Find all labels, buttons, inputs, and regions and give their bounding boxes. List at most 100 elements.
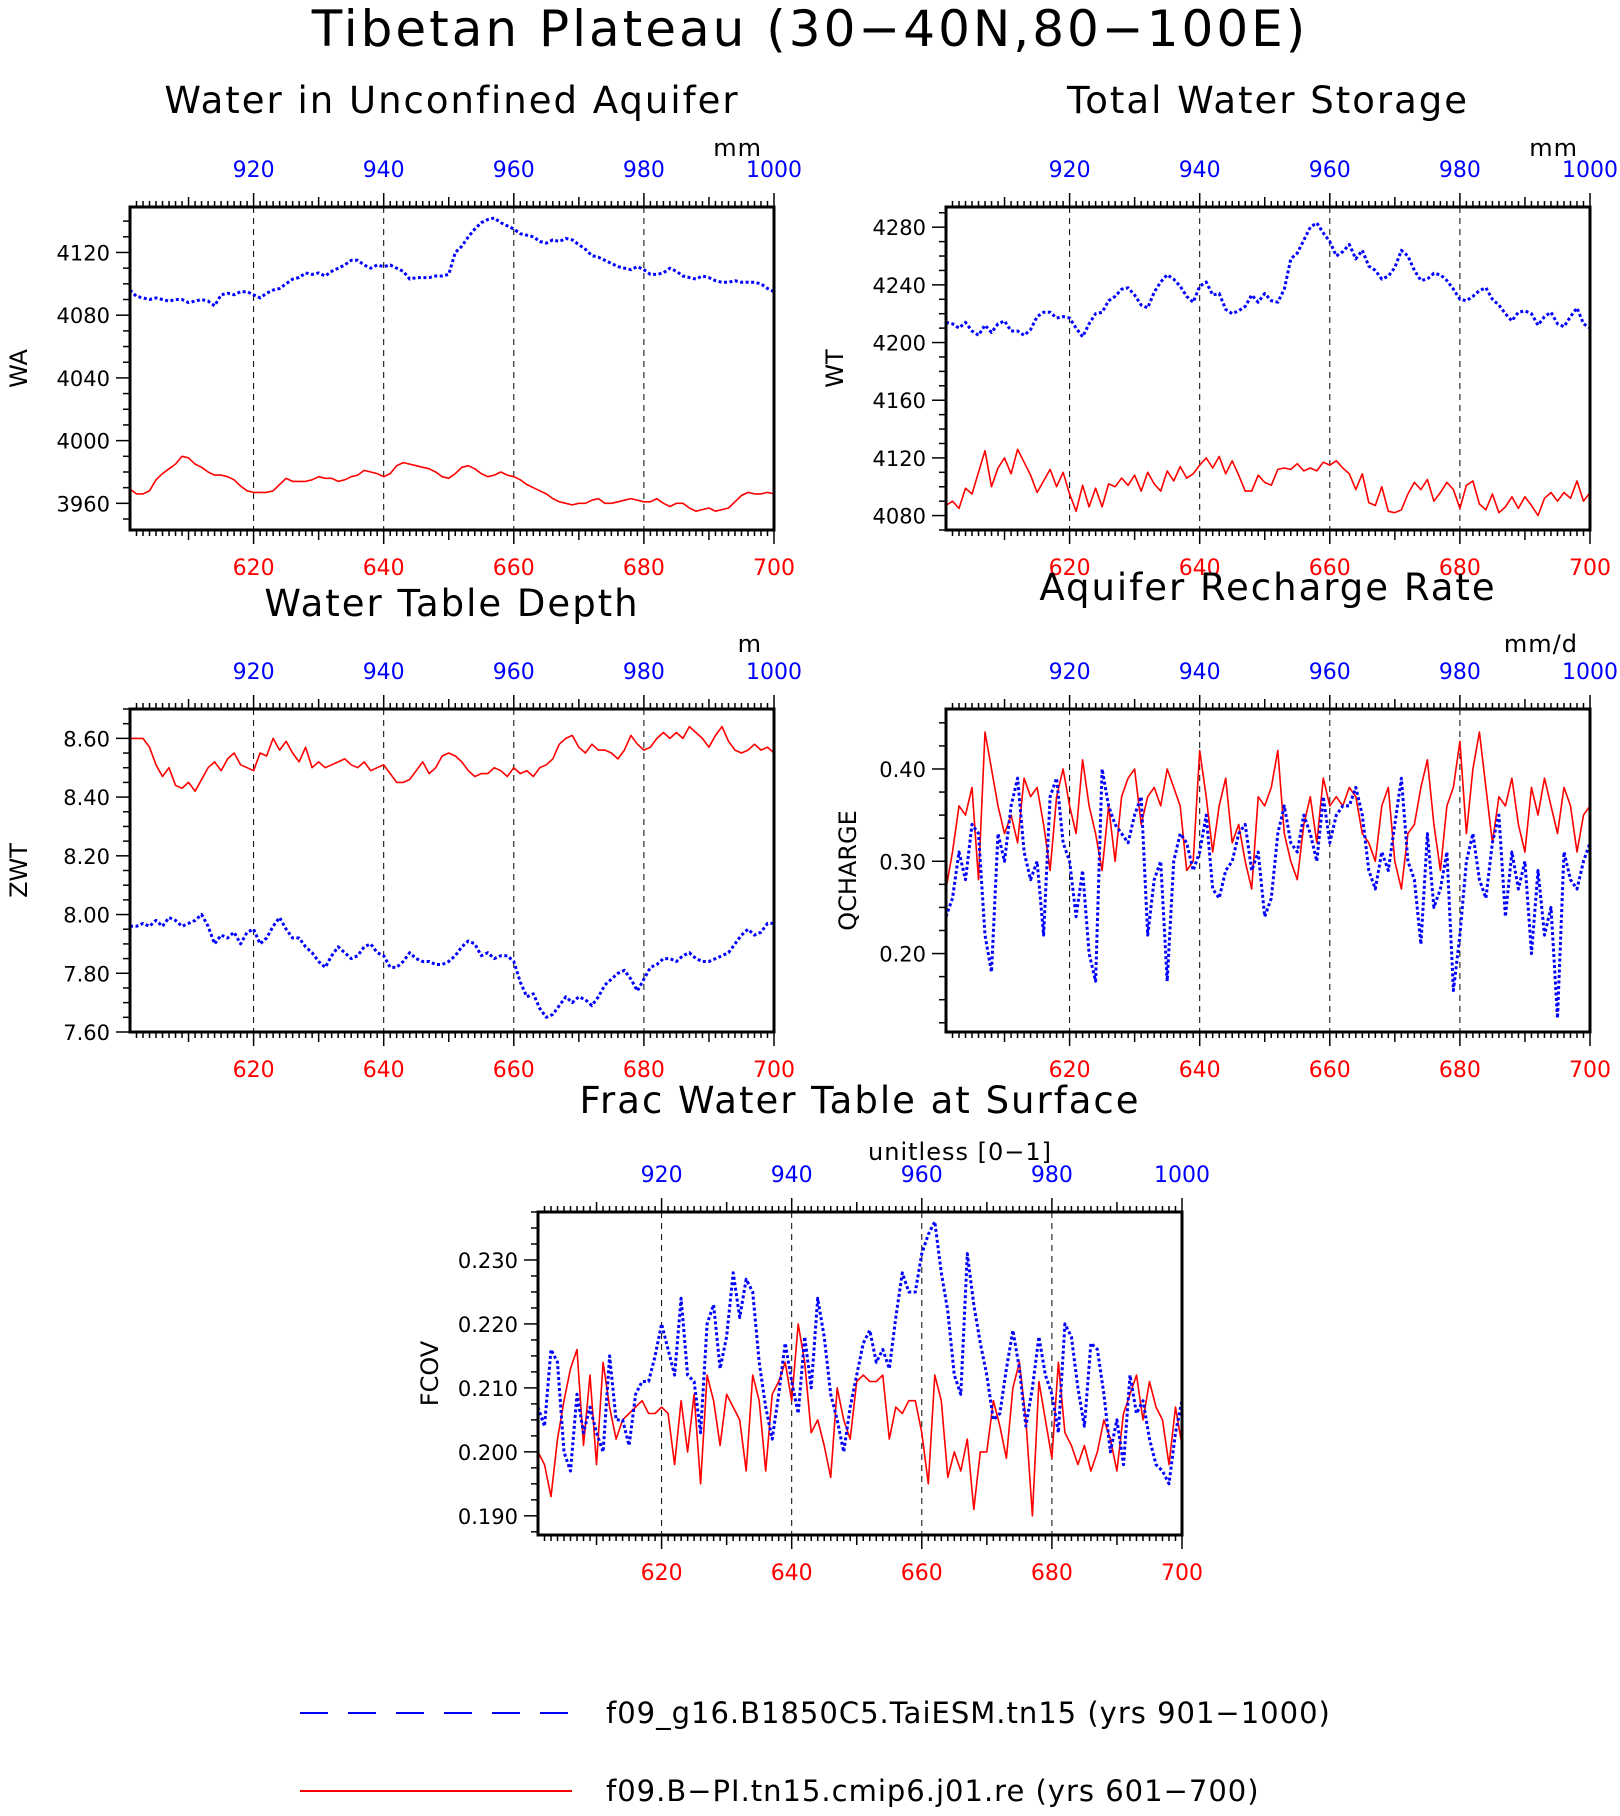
x-tick-label-top: 1000 [1562,158,1618,183]
y-tick-label: 7.80 [63,962,110,986]
plot-frame [128,205,776,532]
y-tick-label: 8.20 [63,845,110,869]
x-tick-label-top: 980 [1031,1163,1073,1188]
y-tick-label: 7.60 [63,1021,110,1045]
chart-panel: Water in Unconfined Aquifer mm WA 620 640 660… [5,79,802,581]
figure-title: Tibetan Plateau (30−40N,80−100E) [311,0,1309,58]
y-tick-label: 4240 [873,274,926,298]
units-label: mm [713,134,762,162]
units-label: mm/d [1504,630,1578,658]
y-tick-label: 4200 [873,332,926,356]
x-tick-label-top: 940 [771,1163,813,1188]
y-axis-label: QCHARGE [834,810,862,931]
legend: f09_g16.B1850C5.TaiESM.tn15 (yrs 901−100… [300,1696,1331,1808]
x-tick-label-top: 1000 [1562,660,1618,685]
y-tick-label: 8.60 [63,727,110,751]
y-axis-label: WT [821,349,849,388]
y-tick-label: 4040 [57,367,110,391]
x-tick-label-bottom: 680 [623,1058,665,1083]
y-tick-label: 0.20 [879,943,926,967]
y-tick-label: 8.40 [63,786,110,810]
series-line-taiesm [128,216,775,308]
x-tick-label-bottom: 620 [233,1058,275,1083]
x-tick-label-bottom: 680 [623,556,665,581]
y-tick-label: 0.190 [458,1505,518,1529]
series-line-cmip6 [945,448,1591,517]
x-tick-label-top: 920 [233,660,275,685]
x-tick-label-top: 960 [493,158,535,183]
series-line-taiesm [944,767,1592,1020]
series-line-cmip6 [537,1323,1183,1517]
x-tick-label-bottom: 700 [753,1058,795,1083]
y-tick-label: 0.220 [458,1313,518,1337]
panel-title: Frac Water Table at Surface [579,1079,1140,1122]
series-line-taiesm [130,913,774,1019]
y-tick-label: 0.40 [879,758,926,782]
plot-frame [536,1210,1184,1537]
x-tick-label-bottom: 680 [1439,1058,1481,1083]
x-tick-label-top: 920 [1049,158,1091,183]
y-axis-label: FCOV [416,1340,444,1406]
y-axis-label: ZWT [5,843,33,898]
x-tick-label-top: 960 [493,660,535,685]
x-tick-label-bottom: 660 [901,1561,943,1586]
x-tick-label-bottom: 700 [1569,556,1611,581]
y-axis-label: WA [5,349,33,388]
x-tick-label-top: 960 [1309,660,1351,685]
y-tick-label: 4000 [57,430,110,454]
x-tick-label-bottom: 620 [641,1561,683,1586]
x-tick-label-bottom: 660 [1309,556,1351,581]
x-tick-label-top: 1000 [746,660,802,685]
x-tick-label-top: 920 [233,158,275,183]
y-tick-label: 0.230 [458,1249,518,1273]
x-tick-label-top: 960 [901,1163,943,1188]
panel-title: Water in Unconfined Aquifer [164,79,739,122]
panel-title: Water Table Depth [264,582,639,625]
x-tick-label-bottom: 640 [363,556,405,581]
x-tick-label-bottom: 680 [1031,1561,1073,1586]
legend-label: f09_g16.B1850C5.TaiESM.tn15 (yrs 901−100… [606,1696,1331,1730]
x-tick-label-top: 920 [1049,660,1091,685]
y-tick-label: 4280 [873,216,926,240]
x-tick-label-top: 980 [623,158,665,183]
units-label: unitless [0−1] [868,1138,1052,1166]
x-tick-label-top: 1000 [1154,1163,1210,1188]
x-tick-label-top: 960 [1309,158,1351,183]
x-tick-label-top: 980 [623,660,665,685]
x-tick-label-bottom: 620 [1049,556,1091,581]
plot-frame [944,205,1592,532]
x-tick-label-bottom: 640 [1179,556,1221,581]
y-tick-label: 8.00 [63,904,110,928]
x-tick-label-bottom: 620 [1049,1058,1091,1083]
chart-panel: Frac Water Table at Surface unitless [0−1… [416,1079,1210,1586]
y-tick-label: 4160 [873,389,926,413]
plot-frame [944,707,1592,1034]
plot-frame [128,707,776,1034]
x-tick-label-bottom: 640 [1179,1058,1221,1083]
legend-label: f09.B−PI.tn15.cmip6.j01.re (yrs 601−700) [606,1774,1260,1808]
x-tick-label-top: 1000 [746,158,802,183]
panels: Water in Unconfined Aquifer mm WA 620 640 660… [5,79,1618,1586]
series-line-taiesm [536,1220,1184,1486]
y-tick-label: 0.200 [458,1441,518,1465]
y-tick-label: 4120 [57,241,110,265]
y-tick-label: 3960 [57,492,110,516]
x-tick-label-bottom: 700 [1161,1561,1203,1586]
x-tick-label-top: 920 [641,1163,683,1188]
chart-panel: Water Table Depth m ZWT 620 640 660 680 700 920 9… [5,582,802,1083]
x-tick-label-bottom: 660 [1309,1058,1351,1083]
units-label: m [738,630,762,658]
x-tick-label-bottom: 660 [493,1058,535,1083]
y-tick-label: 0.30 [879,850,926,874]
x-tick-label-bottom: 680 [1439,556,1481,581]
x-tick-label-top: 940 [363,158,405,183]
x-tick-label-bottom: 660 [493,556,535,581]
chart-panel: Total Water Storage mm WT 620 640 660 680 700 92… [821,79,1618,581]
y-tick-label: 4080 [57,304,110,328]
x-tick-label-top: 980 [1439,158,1481,183]
y-tick-label: 4120 [873,447,926,471]
panel-title: Aquifer Recharge Rate [1039,566,1496,609]
series-line-cmip6 [129,455,775,513]
x-tick-label-top: 940 [1179,660,1221,685]
